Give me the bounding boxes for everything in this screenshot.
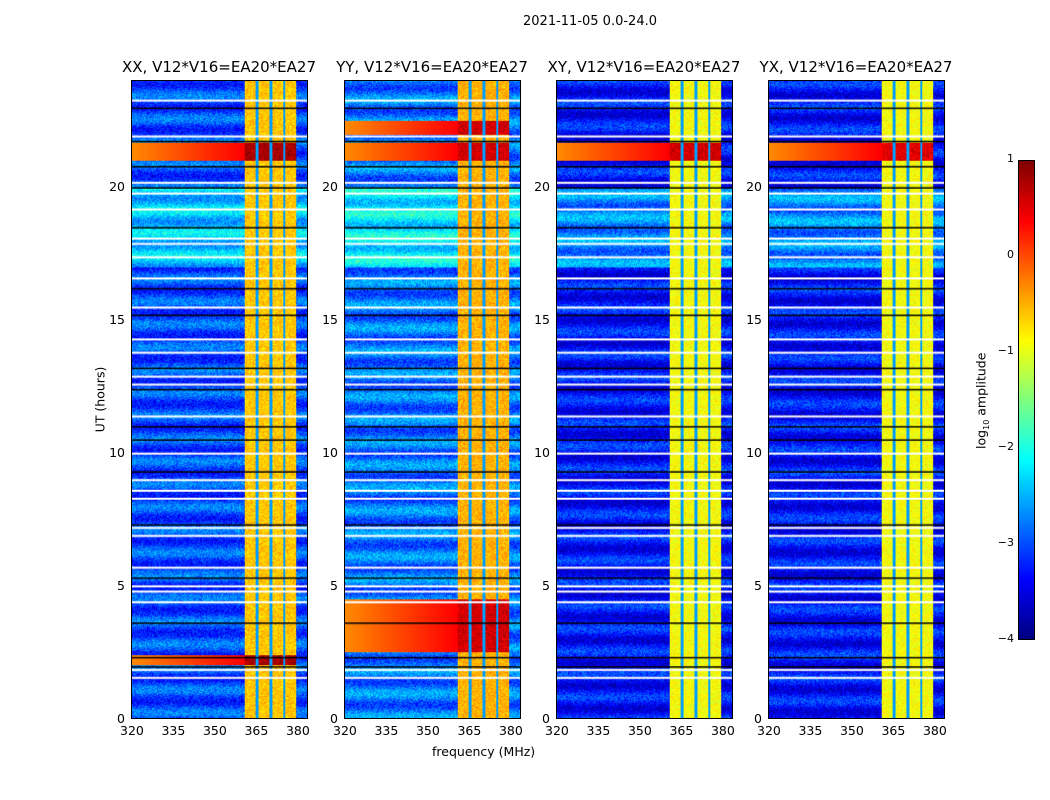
x-tick-label: 335 — [161, 723, 186, 738]
panel-title: XY, V12*V16=EA20*EA27 — [547, 58, 741, 76]
y-tick-label: 10 — [322, 444, 338, 460]
y-tick-label: 15 — [322, 311, 338, 327]
y-tick-label: 20 — [322, 178, 338, 194]
x-tick-label: 320 — [120, 723, 144, 738]
panel-title: YY, V12*V16=EA20*EA27 — [336, 58, 528, 76]
heatmap-panel — [344, 80, 521, 719]
x-tick-label: 380 — [285, 723, 310, 738]
y-tick-label: 5 — [754, 577, 762, 593]
x-tick-label: 350 — [415, 723, 440, 738]
x-tick-label: 380 — [922, 723, 947, 738]
colorbar-tick-label: −4 — [997, 632, 1014, 645]
y-tick-label: 0 — [542, 711, 550, 726]
x-tick-label: 365 — [669, 723, 694, 738]
y-tick-label: 15 — [534, 311, 550, 327]
heatmap-image — [769, 81, 944, 718]
y-tick-label: 0 — [117, 711, 125, 726]
colorbar-tick-label: 0 — [1007, 248, 1014, 261]
x-tick-label: 365 — [457, 723, 482, 738]
x-tick-label: 335 — [374, 723, 399, 738]
y-tick-label: 0 — [330, 711, 338, 726]
y-tick-label: 5 — [330, 577, 338, 593]
heatmap-panel — [556, 80, 733, 719]
panel-title: XX, V12*V16=EA20*EA27 — [121, 58, 316, 76]
heatmap-image — [557, 81, 732, 718]
y-tick-label: 15 — [109, 311, 125, 327]
heatmap-image — [132, 81, 307, 718]
y-axis-label: UT (hours) — [92, 366, 108, 433]
y-tick-label: 15 — [746, 311, 762, 327]
x-axis-label: frequency (MHz) — [432, 744, 536, 759]
y-tick-label: 5 — [542, 577, 550, 593]
panel-title: YX, V12*V16=EA20*EA27 — [759, 58, 953, 76]
x-tick-label: 320 — [757, 723, 781, 738]
y-tick-label: 20 — [109, 178, 125, 194]
colorbar — [1018, 160, 1035, 640]
x-tick-label: 335 — [586, 723, 611, 738]
x-tick-label: 350 — [839, 723, 864, 738]
y-tick-label: 20 — [534, 178, 550, 194]
colorbar-tick-label: −3 — [997, 536, 1014, 549]
colorbar-tick-label: −2 — [997, 440, 1014, 453]
heatmap-image — [345, 81, 520, 718]
y-tick-label: 20 — [746, 178, 762, 194]
x-tick-label: 335 — [798, 723, 823, 738]
x-tick-label: 365 — [244, 723, 269, 738]
x-tick-label: 320 — [545, 723, 569, 738]
colorbar-label-rest: amplitude — [973, 352, 989, 420]
colorbar-gradient — [1019, 161, 1034, 639]
y-tick-label: 10 — [109, 444, 125, 460]
x-tick-label: 320 — [333, 723, 357, 738]
x-tick-label: 365 — [881, 723, 906, 738]
colorbar-label-sub: 10 — [981, 419, 991, 430]
x-tick-label: 380 — [710, 723, 735, 738]
y-tick-label: 10 — [746, 444, 762, 460]
x-tick-label: 350 — [627, 723, 652, 738]
colorbar-tick-label: −1 — [997, 344, 1014, 357]
heatmap-panel — [768, 80, 945, 719]
y-tick-label: 10 — [534, 444, 550, 460]
x-tick-label: 350 — [202, 723, 227, 738]
colorbar-tick-label: 1 — [1007, 152, 1014, 165]
heatmap-panel — [131, 80, 308, 719]
y-tick-label: 5 — [117, 577, 125, 593]
x-tick-label: 380 — [498, 723, 523, 738]
figure-title: 2021-11-05 0.0-24.0 — [523, 14, 657, 29]
y-tick-label: 0 — [754, 711, 762, 726]
